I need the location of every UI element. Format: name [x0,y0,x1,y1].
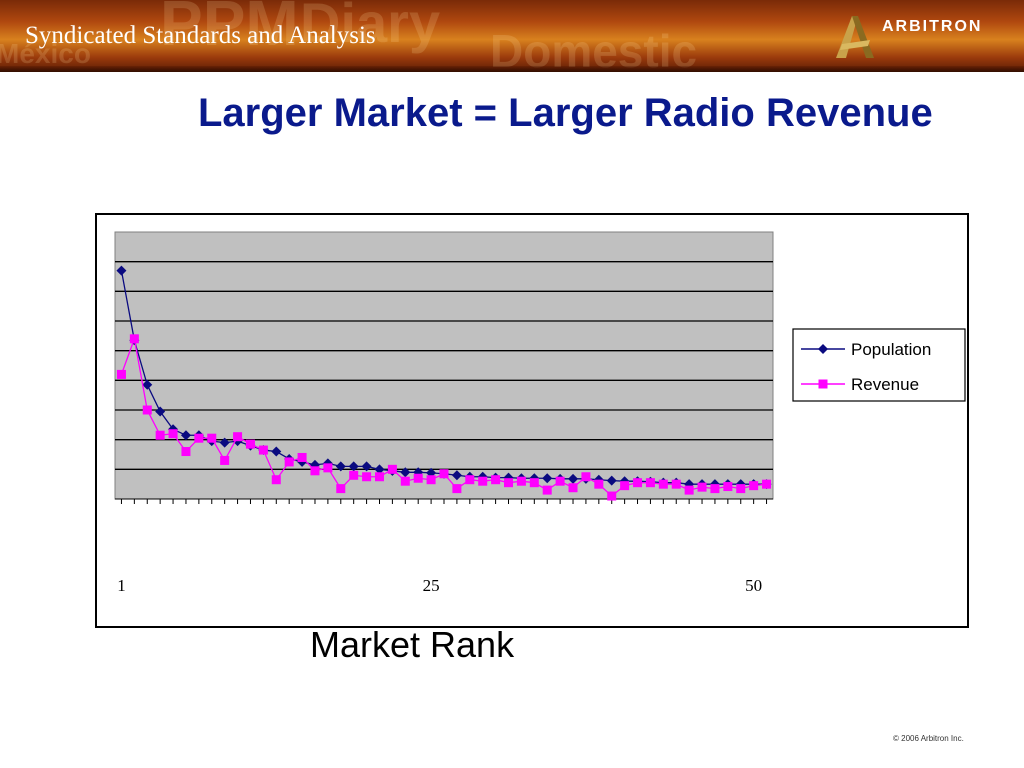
revenue-point [452,484,462,494]
revenue-point [349,470,359,480]
revenue-point [194,433,204,443]
revenue-point [478,476,488,486]
revenue-point [207,433,217,443]
revenue-point [271,475,281,485]
legend-marker-population [818,344,828,354]
revenue-point [749,481,759,491]
population-point [116,265,127,276]
revenue-point [645,478,655,488]
population-point [219,437,230,448]
revenue-point [400,476,410,486]
revenue-point [374,472,384,482]
revenue-point [181,447,191,457]
revenue-point [413,473,423,483]
revenue-point [762,479,772,489]
header-banner: México PPM Diary Domestic Syndicated Sta… [0,0,1024,72]
population-point [271,446,282,457]
revenue-point [362,472,372,482]
revenue-point [516,476,526,486]
revenue-point [529,478,539,488]
legend-marker-revenue [818,379,828,389]
arbitron-logo: ARBITRON [832,10,1012,62]
population-point [142,379,153,390]
watermark-word: Domestic [490,25,698,72]
revenue-point [697,482,707,492]
revenue-point [568,483,578,493]
revenue-point [310,466,320,476]
revenue-point [594,479,604,489]
revenue-point [542,485,552,495]
revenue-point [323,463,333,473]
revenue-point [336,484,346,494]
plot-area [114,231,774,500]
x-tick-label: 25 [423,576,440,595]
revenue-point [504,478,514,488]
population-point [568,473,579,484]
logo-text: ARBITRON [882,18,983,35]
revenue-point [736,484,746,494]
revenue-point [710,484,720,494]
population-point [348,461,359,472]
population-point [374,464,385,475]
revenue-point [233,432,243,442]
revenue-point [491,475,501,485]
revenue-point [723,482,733,492]
revenue-point [426,475,436,485]
revenue-point [258,445,268,455]
population-point [400,467,411,478]
line-chart: 1 25 50 Population Revenue [114,231,966,595]
legend [792,328,966,402]
revenue-point [465,475,475,485]
watermark-word: Diary [300,0,441,54]
revenue-point [671,479,681,489]
revenue-point [633,478,643,488]
revenue-point [220,455,230,465]
revenue-point [439,469,449,479]
revenue-point [387,464,397,474]
revenue-point [297,452,307,462]
revenue-point [116,369,126,379]
arbitron-logo-mark [836,16,874,58]
revenue-point [658,479,668,489]
revenue-point [142,405,152,415]
banner-title: Syndicated Standards and Analysis [25,22,376,49]
revenue-point [245,439,255,449]
population-point [606,475,617,486]
chart-frame: 1 25 50 Population Revenue [95,213,969,628]
population-point [180,430,191,441]
copyright: © 2006 Arbitron Inc. [893,734,964,743]
watermark-word: PPM [160,0,299,59]
x-axis-label: Market Rank [310,624,515,665]
revenue-point [581,472,591,482]
revenue-point [555,476,565,486]
x-tick-label: 1 [117,576,126,595]
revenue-point [155,430,165,440]
revenue-point [129,334,139,344]
legend-label: Population [851,340,931,359]
revenue-point [168,429,178,439]
revenue-point [284,457,294,467]
population-point [155,406,166,417]
watermark-word: México [0,38,91,69]
population-point [361,461,372,472]
revenue-point [620,481,630,491]
population-point [451,470,462,481]
legend-label: Revenue [851,375,919,394]
population-point [542,473,553,484]
x-tick-label: 50 [745,576,762,595]
revenue-point [607,491,617,501]
revenue-point [684,485,694,495]
population-point [335,461,346,472]
slide-title: Larger Market = Larger Radio Revenue [198,91,933,135]
